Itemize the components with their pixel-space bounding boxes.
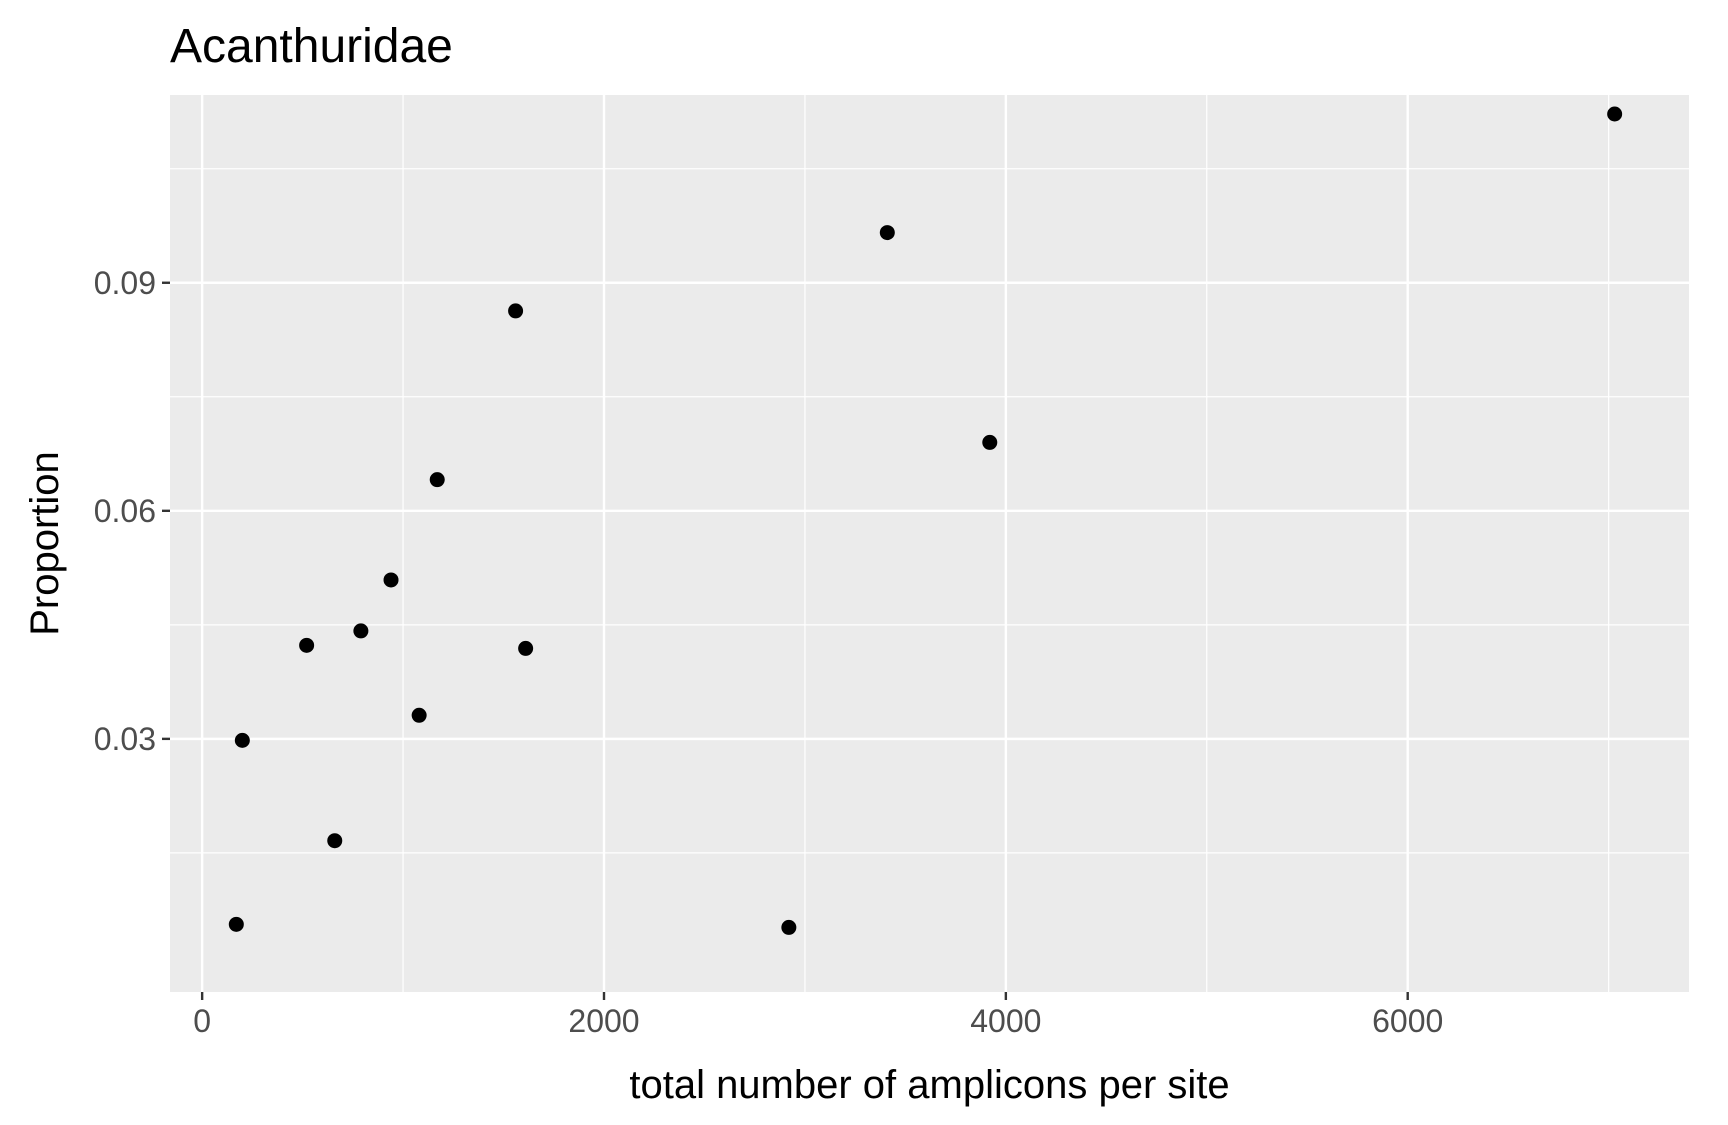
plot-panel (170, 95, 1689, 992)
y-axis-title: Proportion (23, 451, 67, 636)
x-tick-label: 0 (193, 1003, 211, 1039)
data-point (879, 225, 895, 241)
data-point (518, 640, 534, 656)
y-tick-label: 0.09 (94, 265, 156, 301)
data-point (411, 707, 427, 723)
x-axis-title: total number of amplicons per site (629, 1063, 1229, 1107)
data-point (429, 472, 445, 488)
chart-title: Acanthuridae (170, 20, 453, 73)
x-tick-label: 6000 (1372, 1003, 1443, 1039)
data-point (508, 303, 524, 319)
data-point (327, 833, 343, 849)
data-point (982, 434, 998, 450)
data-point (353, 623, 369, 639)
y-tick-label: 0.06 (94, 493, 156, 529)
data-points (228, 106, 1623, 935)
data-point (781, 919, 797, 935)
axis-ticks: 0 2000 4000 6000 0.03 0.06 0.09 (94, 265, 1444, 1039)
grid-lines (170, 95, 1689, 992)
data-point (299, 637, 315, 653)
data-point (383, 572, 399, 588)
data-point (228, 916, 244, 932)
x-tick-label: 2000 (568, 1003, 639, 1039)
data-point (234, 732, 250, 748)
y-tick-label: 0.03 (94, 721, 156, 757)
x-tick-label: 4000 (970, 1003, 1041, 1039)
data-point (1607, 106, 1623, 122)
